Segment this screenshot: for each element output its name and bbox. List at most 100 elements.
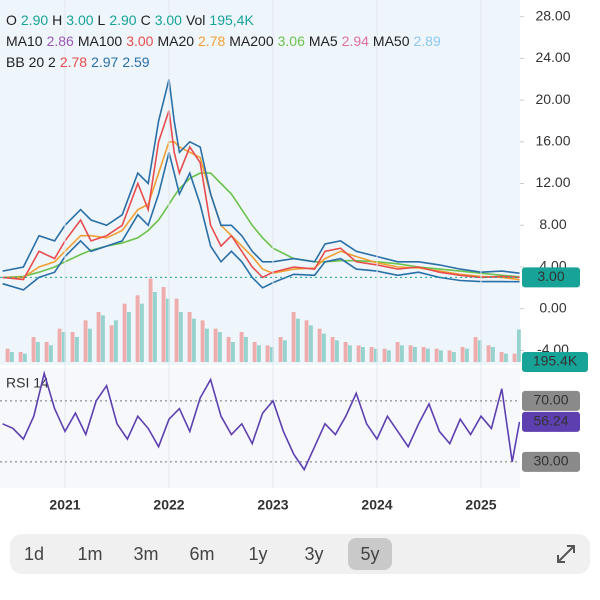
expand-icon[interactable]	[554, 542, 578, 566]
volume-bar	[308, 325, 313, 362]
x-tick-label: 2021	[49, 497, 80, 513]
volume-bar	[61, 332, 66, 362]
x-tick-label: 2024	[361, 497, 392, 513]
legend-value: 2.97	[91, 54, 119, 70]
volume-bar	[503, 353, 508, 362]
volume-bar	[425, 348, 430, 362]
volume-bar	[451, 352, 456, 362]
legend-label: BB 20 2	[6, 54, 56, 70]
range-button[interactable]: 1m	[77, 544, 103, 564]
y-tick-label: 30.00	[533, 453, 568, 469]
legend-value: 2.94	[341, 33, 369, 49]
volume-bar	[291, 312, 296, 362]
legend-label: H	[52, 12, 63, 28]
line	[2, 110, 520, 281]
volume-bar	[187, 312, 192, 362]
range-selector: 1d 1m 3m 6m 1y 3y 5y	[10, 534, 590, 574]
panel-title: RSI 14	[6, 375, 49, 391]
volume-bar	[473, 337, 478, 362]
volume-bar	[74, 337, 79, 362]
volume-bar	[265, 345, 270, 362]
range-button[interactable]: 5y	[348, 538, 392, 570]
x-tick-label: 2022	[153, 497, 184, 513]
legend-label: Vol	[185, 12, 206, 28]
line	[2, 370, 521, 472]
tick-badge	[522, 451, 580, 472]
volume-bar	[100, 315, 105, 362]
y-tick-label: 28.00	[535, 7, 570, 23]
volume-bar	[243, 337, 248, 362]
volume-bar	[230, 342, 235, 362]
volume-bar	[70, 332, 75, 362]
legend-label: MA200	[229, 33, 274, 49]
last-badge	[522, 352, 588, 372]
volume-bar	[200, 320, 205, 362]
volume-bar	[9, 352, 14, 362]
volume-bar	[135, 295, 140, 362]
volume-bar	[18, 352, 23, 362]
x-tick-label: 2023	[257, 497, 288, 513]
volume-bar	[191, 318, 196, 362]
volume-bar	[5, 348, 10, 362]
volume-bar	[369, 347, 374, 362]
legend-label: MA50	[372, 33, 410, 49]
volume-bar	[399, 345, 404, 362]
volume-bar	[412, 347, 417, 362]
legend-value: 3.00	[126, 33, 154, 49]
volume-bar	[347, 345, 352, 362]
x-tick-label: 2025	[465, 497, 496, 513]
volume-bar	[256, 345, 261, 362]
volume-bar	[31, 337, 36, 362]
legend-value: 195,4K	[209, 12, 254, 28]
volume-bar	[57, 328, 62, 362]
y-tick-label: 24.00	[535, 49, 570, 65]
volume-bar	[464, 348, 469, 362]
volume-bar	[282, 340, 287, 362]
range-button[interactable]: 6m	[189, 544, 215, 564]
last-value-label: 3.00	[537, 268, 564, 284]
legend-label: L	[97, 12, 106, 28]
volume-bar	[421, 347, 426, 362]
volume-bar	[239, 332, 244, 362]
volume-bar	[35, 342, 40, 362]
range-button[interactable]: 3y	[304, 544, 324, 564]
y-tick-label: 8.00	[539, 216, 566, 232]
legend-label: O	[6, 12, 17, 28]
y-tick-label: 12.00	[535, 174, 570, 190]
legend-label: C	[140, 12, 151, 28]
volume-bar	[295, 318, 300, 362]
legend-value: 2.90	[109, 12, 137, 28]
volume-bar	[304, 320, 309, 362]
legend-value: 2.86	[46, 33, 74, 49]
volume-bar	[122, 303, 127, 362]
volume-bar	[161, 287, 166, 362]
volume-bar	[44, 342, 49, 362]
volume-bar	[321, 333, 326, 362]
volume-bar	[226, 337, 231, 362]
volume-bar	[48, 345, 53, 362]
volume-bar	[148, 278, 153, 362]
legend-value: 3.06	[277, 33, 305, 49]
volume-bar	[382, 348, 387, 362]
volume-bar	[395, 342, 400, 362]
volume-bar	[486, 345, 491, 362]
volume-bar	[373, 348, 378, 362]
legend-label: MA100	[77, 33, 123, 49]
volume-bar	[330, 337, 335, 362]
volume-bar	[490, 347, 495, 362]
last-value-label: 56.24	[533, 413, 568, 429]
y-tick-label: 20.00	[535, 91, 570, 107]
volume-bar	[204, 328, 209, 362]
volume-bar	[174, 298, 179, 362]
volume-bar	[109, 325, 114, 362]
range-button[interactable]: 1y	[248, 544, 268, 564]
volume-bar	[356, 345, 361, 362]
volume-bar	[343, 342, 348, 362]
y-tick-label: 16.00	[535, 133, 570, 149]
range-button[interactable]: 3m	[133, 544, 159, 564]
legend-value: 3.00	[154, 12, 182, 28]
range-button[interactable]: 1d	[23, 544, 45, 564]
volume-bar	[434, 348, 439, 362]
legend-row: BB 20 2 2.78 2.97 2.59	[6, 52, 445, 73]
